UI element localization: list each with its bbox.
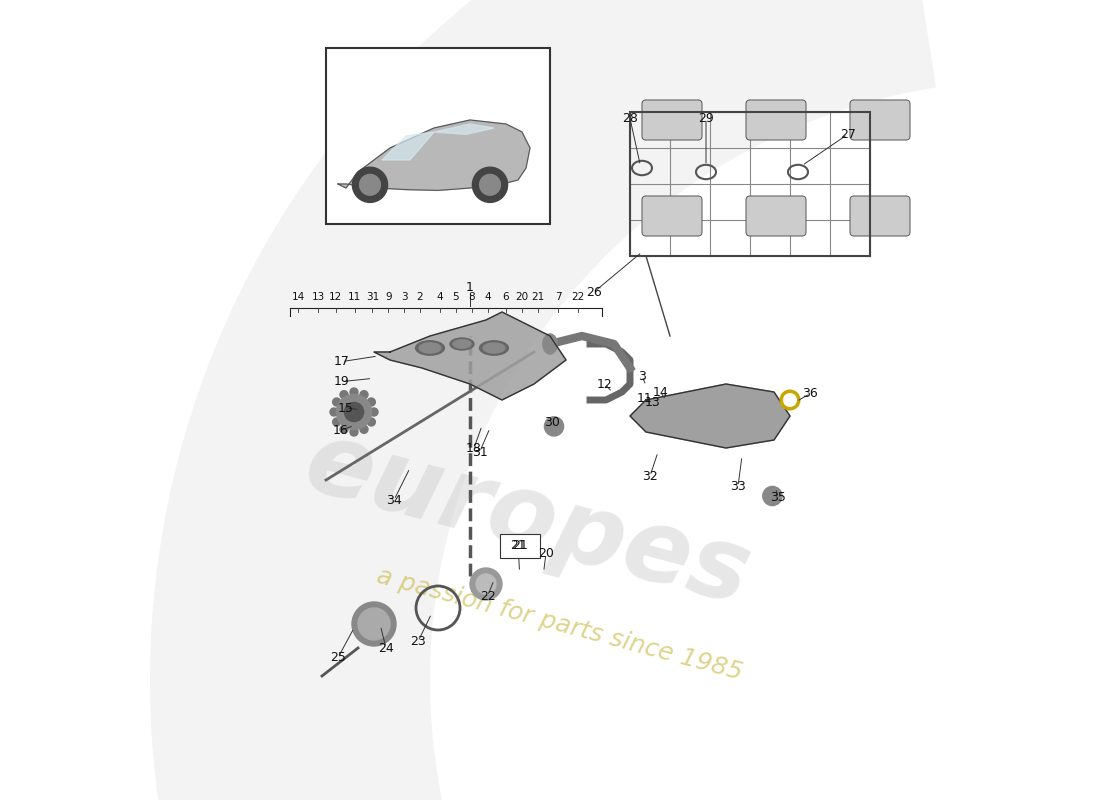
- Text: 5: 5: [452, 292, 459, 302]
- Polygon shape: [434, 124, 494, 134]
- Text: 14: 14: [292, 292, 305, 302]
- Circle shape: [340, 426, 348, 434]
- Text: europes: europes: [294, 414, 760, 626]
- Text: 21: 21: [513, 539, 528, 552]
- Text: 7: 7: [554, 292, 561, 302]
- Text: 17: 17: [334, 355, 350, 368]
- Circle shape: [472, 167, 507, 202]
- Text: 19: 19: [334, 375, 350, 388]
- Text: 12: 12: [329, 292, 342, 302]
- Text: 22: 22: [480, 590, 495, 602]
- Text: 4: 4: [484, 292, 491, 302]
- FancyBboxPatch shape: [642, 100, 702, 140]
- Text: 9: 9: [385, 292, 392, 302]
- Text: 27: 27: [839, 128, 856, 141]
- Ellipse shape: [416, 341, 444, 355]
- FancyBboxPatch shape: [642, 196, 702, 236]
- Text: 33: 33: [730, 480, 746, 493]
- Polygon shape: [374, 312, 566, 400]
- Text: 22: 22: [571, 292, 584, 302]
- Text: 16: 16: [332, 424, 349, 437]
- Circle shape: [360, 426, 368, 434]
- Text: 6: 6: [503, 292, 509, 302]
- Text: 4: 4: [437, 292, 443, 302]
- Circle shape: [340, 390, 348, 398]
- Text: a passion for parts since 1985: a passion for parts since 1985: [374, 563, 745, 685]
- Circle shape: [332, 398, 341, 406]
- Polygon shape: [630, 384, 790, 448]
- Ellipse shape: [419, 343, 441, 353]
- Text: 21: 21: [510, 539, 526, 552]
- Circle shape: [332, 418, 341, 426]
- Text: 26: 26: [586, 286, 602, 298]
- Circle shape: [480, 174, 501, 195]
- Text: 3: 3: [638, 370, 646, 382]
- Text: 12: 12: [596, 378, 613, 390]
- Text: 1: 1: [466, 282, 474, 294]
- Text: 30: 30: [543, 416, 560, 429]
- Text: 28: 28: [623, 112, 638, 125]
- Circle shape: [350, 428, 358, 436]
- Circle shape: [370, 408, 378, 416]
- Circle shape: [360, 390, 368, 398]
- Text: 23: 23: [410, 635, 426, 648]
- FancyBboxPatch shape: [850, 100, 910, 140]
- FancyBboxPatch shape: [850, 196, 910, 236]
- Text: 24: 24: [378, 642, 394, 654]
- Text: 20: 20: [538, 547, 554, 560]
- Text: 18: 18: [466, 442, 482, 454]
- FancyBboxPatch shape: [499, 534, 540, 558]
- Ellipse shape: [476, 574, 496, 594]
- Ellipse shape: [483, 343, 505, 353]
- Text: 29: 29: [698, 112, 714, 125]
- Text: 35: 35: [770, 491, 785, 504]
- Text: 25: 25: [330, 651, 345, 664]
- Text: 8: 8: [469, 292, 475, 302]
- Text: 14: 14: [652, 386, 669, 398]
- Ellipse shape: [480, 341, 508, 355]
- Circle shape: [352, 167, 387, 202]
- Text: 11: 11: [349, 292, 362, 302]
- FancyBboxPatch shape: [746, 196, 806, 236]
- Circle shape: [344, 402, 364, 422]
- Circle shape: [544, 417, 563, 436]
- Text: 3: 3: [402, 292, 408, 302]
- Polygon shape: [382, 132, 435, 160]
- Text: 21: 21: [531, 292, 544, 302]
- Text: 31: 31: [472, 446, 487, 458]
- Circle shape: [367, 398, 375, 406]
- Ellipse shape: [470, 568, 502, 600]
- Circle shape: [337, 394, 372, 430]
- Text: 13: 13: [311, 292, 324, 302]
- Text: 2: 2: [416, 292, 422, 302]
- Circle shape: [762, 486, 782, 506]
- Text: 13: 13: [645, 396, 660, 409]
- Ellipse shape: [352, 602, 396, 646]
- Text: 20: 20: [516, 292, 529, 302]
- Text: 36: 36: [802, 387, 818, 400]
- Text: 15: 15: [338, 402, 354, 414]
- Polygon shape: [150, 0, 936, 800]
- Ellipse shape: [453, 340, 471, 348]
- Ellipse shape: [358, 608, 390, 640]
- Bar: [630, 112, 870, 256]
- Ellipse shape: [450, 338, 474, 350]
- Text: 11: 11: [637, 392, 652, 405]
- Circle shape: [360, 174, 381, 195]
- Text: 31: 31: [366, 292, 379, 302]
- Circle shape: [330, 408, 338, 416]
- Circle shape: [350, 388, 358, 396]
- FancyBboxPatch shape: [746, 100, 806, 140]
- Circle shape: [367, 418, 375, 426]
- Text: 32: 32: [642, 470, 658, 482]
- Polygon shape: [338, 120, 530, 190]
- Ellipse shape: [542, 334, 558, 354]
- Text: 34: 34: [386, 494, 402, 506]
- FancyBboxPatch shape: [326, 48, 550, 224]
